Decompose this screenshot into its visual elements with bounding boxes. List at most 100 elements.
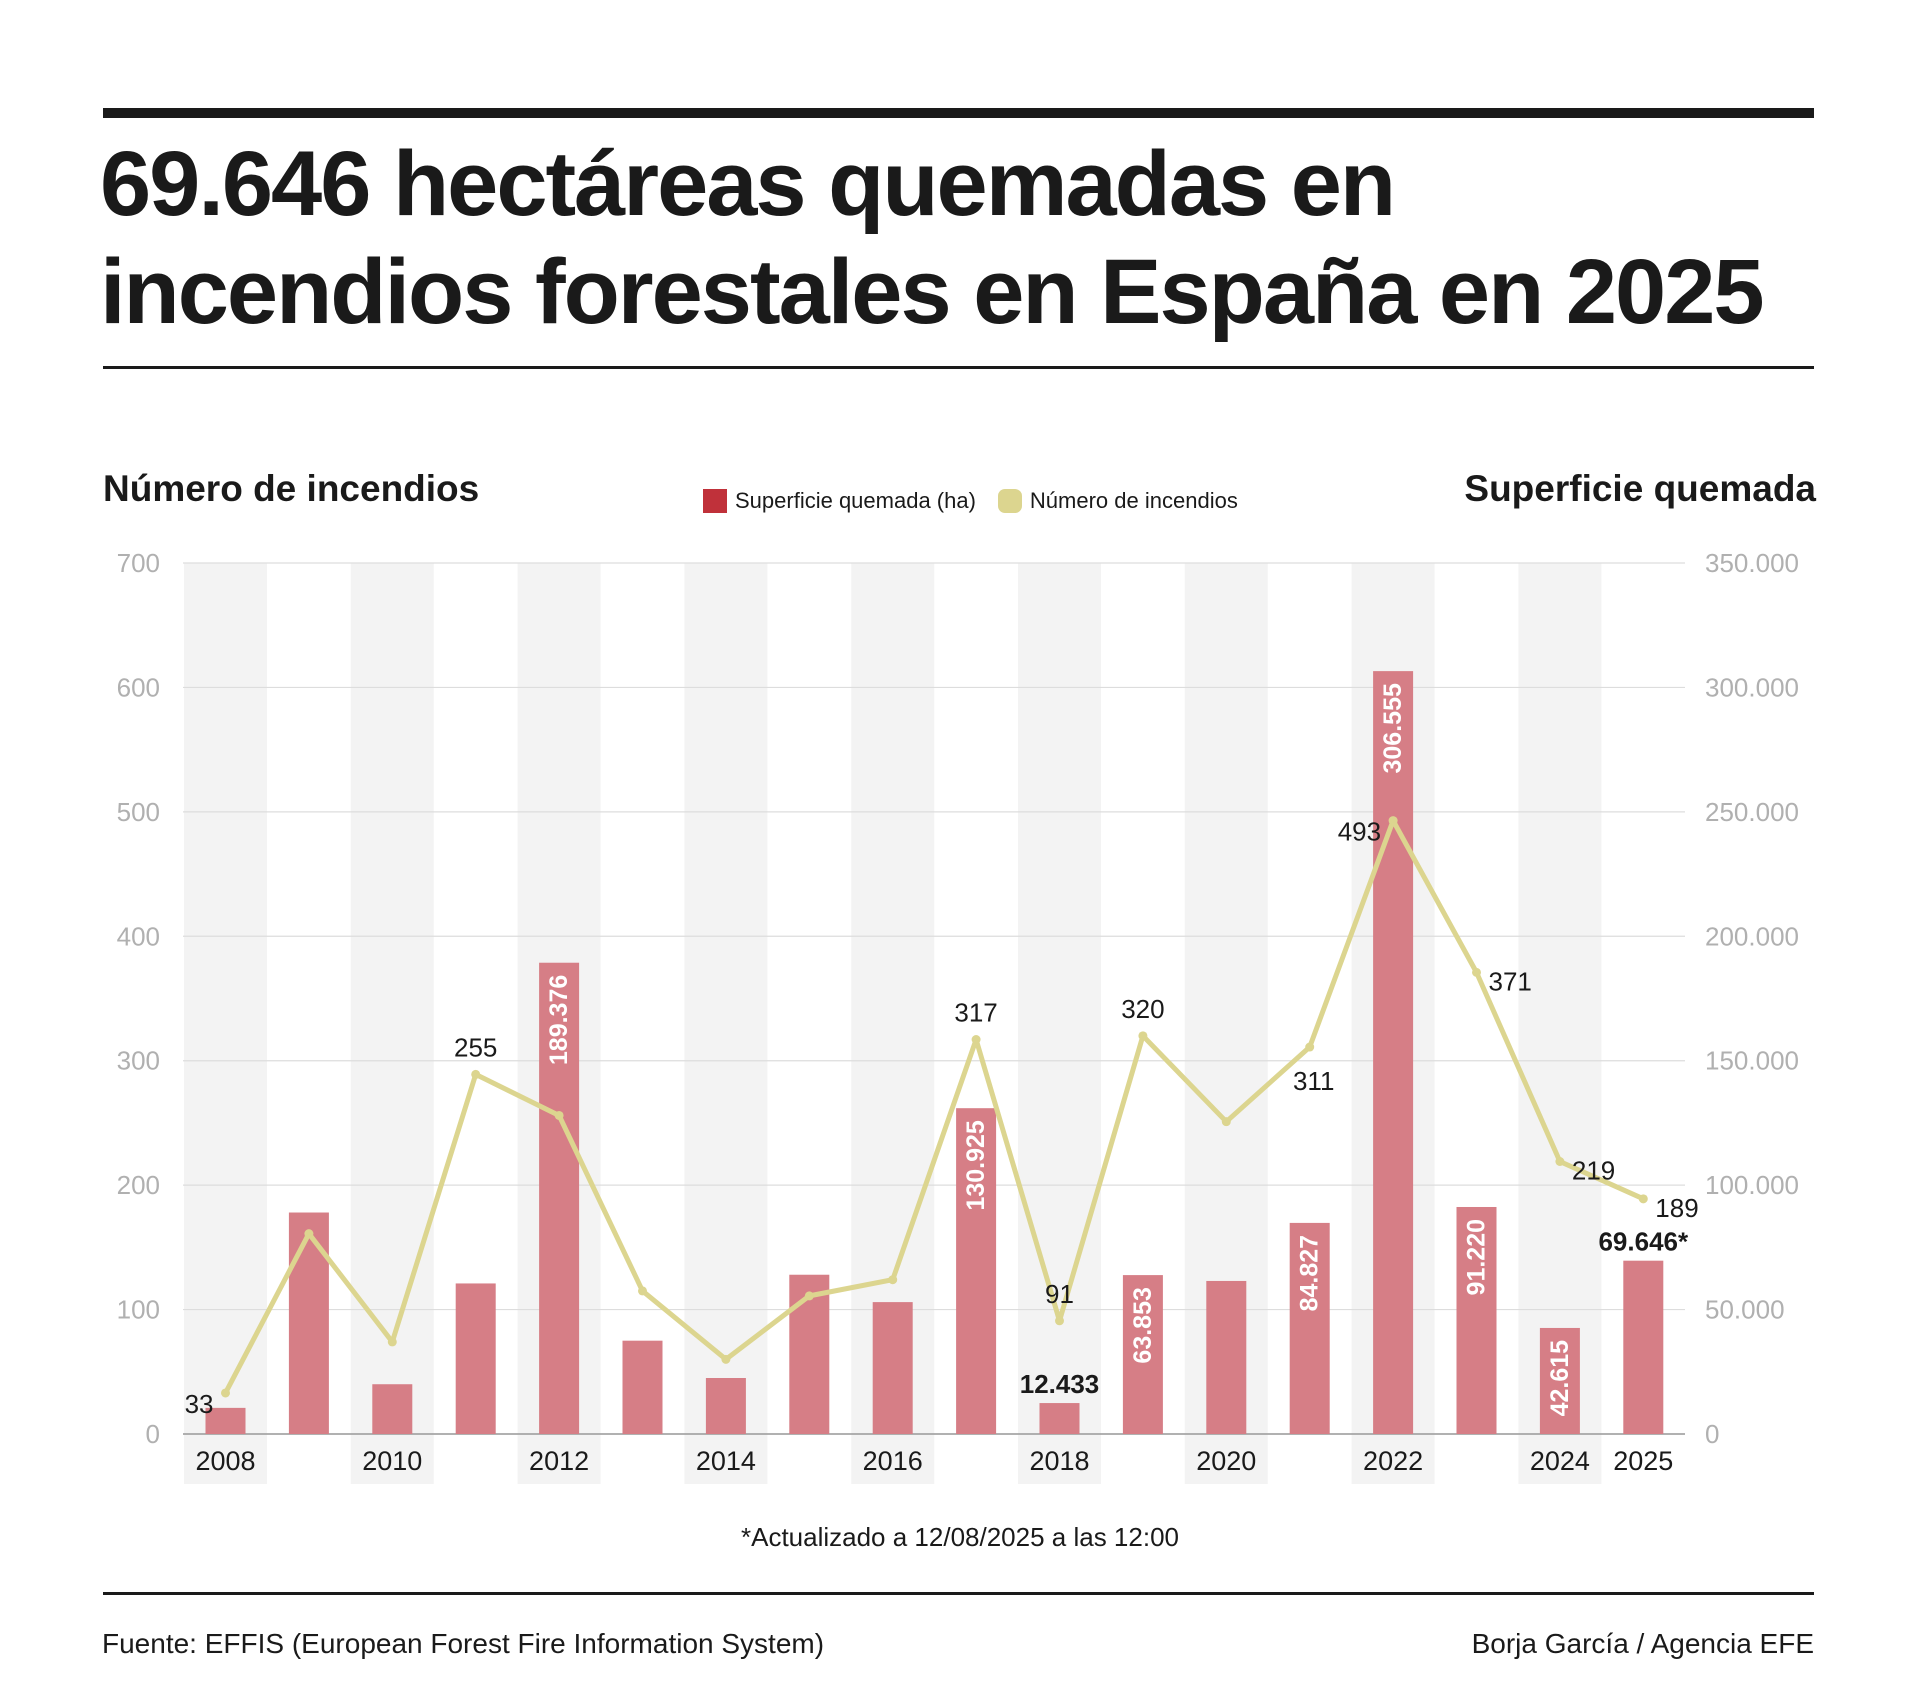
top-rule xyxy=(103,108,1814,118)
right-axis-tick-label: 300.000 xyxy=(1705,672,1799,702)
fires-point xyxy=(888,1275,898,1285)
x-axis-tick-label: 2018 xyxy=(1029,1446,1089,1476)
fires-point xyxy=(971,1035,981,1045)
right-axis-tick-label: 150.000 xyxy=(1705,1046,1799,1076)
bar xyxy=(1289,1222,1330,1434)
bar-value-label: 69.646* xyxy=(1598,1227,1689,1257)
x-axis-tick-label: 2012 xyxy=(529,1446,589,1476)
fires-point xyxy=(1638,1194,1648,1204)
update-note: *Actualizado a 12/08/2025 a las 12:00 xyxy=(740,1522,1179,1552)
left-axis-tick-label: 400 xyxy=(117,921,160,951)
line-value-label: 320 xyxy=(1121,994,1164,1024)
fires-point xyxy=(804,1291,814,1301)
left-axis-tick-label: 300 xyxy=(117,1046,160,1076)
fires-point xyxy=(1221,1117,1231,1127)
right-axis-tick-label: 0 xyxy=(1705,1419,1719,1449)
line-value-label: 219 xyxy=(1572,1156,1615,1186)
bar xyxy=(455,1283,496,1434)
legend-swatch-bar xyxy=(703,489,727,513)
left-axis-tick-label: 100 xyxy=(117,1295,160,1325)
bar xyxy=(1373,671,1414,1434)
bar xyxy=(1122,1275,1163,1434)
bar xyxy=(789,1274,830,1434)
bar-value-label: 63.853 xyxy=(1129,1287,1157,1363)
background-band xyxy=(350,563,434,1484)
x-axis-tick-label: 2016 xyxy=(863,1446,923,1476)
background-band xyxy=(184,563,267,1484)
bar xyxy=(872,1302,913,1434)
line-value-label: 189 xyxy=(1655,1193,1698,1223)
line-value-label: 33 xyxy=(185,1389,214,1419)
bar-value-label: 91.220 xyxy=(1463,1219,1491,1295)
left-axis-tick-label: 600 xyxy=(117,672,160,702)
fires-point xyxy=(304,1229,314,1239)
credit-text: Borja García / Agencia EFE xyxy=(1471,1628,1814,1659)
left-axis-tick-label: 200 xyxy=(117,1170,160,1200)
bar xyxy=(1039,1403,1080,1434)
fires-point xyxy=(1305,1042,1315,1052)
legend-label-line: Número de incendios xyxy=(1029,488,1238,513)
bar xyxy=(1623,1260,1664,1434)
chart: 0 100 200 300 400 500 600 700 0 50.000 100.000 150.… xyxy=(117,548,1799,1484)
bar-value-label: 130.925 xyxy=(962,1120,990,1210)
bar-value-label: 42.615 xyxy=(1546,1340,1574,1417)
bar xyxy=(1456,1206,1497,1434)
bar-value-label: 306.555 xyxy=(1379,683,1407,773)
legend-item-bar: Superficie quemada (ha) xyxy=(703,488,976,514)
bar xyxy=(372,1384,413,1434)
line-value-label: 91 xyxy=(1045,1279,1074,1309)
background-band xyxy=(1018,563,1101,1484)
fires-point xyxy=(554,1110,564,1120)
legend-item-line: Número de incendios xyxy=(997,488,1238,514)
x-axis-tick-label: 2008 xyxy=(195,1446,255,1476)
page-title: 69.646 hectáreas quemadas en incendios f… xyxy=(100,133,1765,343)
bar xyxy=(539,962,580,1434)
left-axis-tick-label: 700 xyxy=(117,548,160,578)
line-value-label: 493 xyxy=(1338,817,1381,847)
source-text: Fuente: EFFIS (European Forest Fire Info… xyxy=(102,1628,825,1659)
bar-value-label: 12.433 xyxy=(1020,1369,1100,1399)
left-axis-tick-label: 0 xyxy=(146,1419,160,1449)
x-axis-tick-label: 2010 xyxy=(362,1446,422,1476)
right-axis-tick-label: 100.000 xyxy=(1705,1170,1799,1200)
footer-rule xyxy=(103,1592,1814,1595)
fires-point xyxy=(1138,1031,1148,1041)
bar xyxy=(288,1212,329,1434)
x-axis-tick-label: 2020 xyxy=(1196,1446,1256,1476)
fires-line xyxy=(223,818,1646,1396)
line-value-label: 255 xyxy=(454,1032,497,1062)
line-value-label: 311 xyxy=(1293,1066,1334,1096)
fires-point xyxy=(471,1069,481,1079)
bar xyxy=(1539,1327,1580,1434)
x-axis-tick-label: 2014 xyxy=(696,1446,756,1476)
fires-point xyxy=(1472,967,1481,977)
fires-point xyxy=(387,1337,397,1347)
legend-swatch-line xyxy=(997,489,1022,513)
x-axis-tick-label: 2022 xyxy=(1363,1446,1423,1476)
bar xyxy=(956,1108,997,1434)
right-axis-tick-label: 350.000 xyxy=(1705,548,1799,578)
legend-label-bar: Superficie quemada (ha) xyxy=(735,488,976,513)
right-axis-tick-label: 250.000 xyxy=(1705,797,1799,827)
line-value-label: 371 xyxy=(1489,966,1532,996)
fires-point xyxy=(1055,1316,1064,1326)
fires-point xyxy=(221,1388,230,1398)
bar xyxy=(205,1407,246,1434)
right-axis-tick-label: 50.000 xyxy=(1705,1295,1785,1325)
legend: Superficie quemada (ha) Número de incend… xyxy=(703,488,1260,514)
right-axis-title: Superficie quemada xyxy=(1464,468,1816,509)
fires-point xyxy=(721,1354,731,1364)
bar-value-label: 84.827 xyxy=(1296,1235,1324,1311)
line-value-label: 317 xyxy=(954,998,997,1028)
fires-point xyxy=(638,1286,647,1296)
left-axis-title: Número de incendios xyxy=(103,468,480,509)
fires-point xyxy=(1388,816,1398,826)
bar-value-label: 189.376 xyxy=(545,975,573,1065)
background-band xyxy=(684,563,768,1484)
x-axis-tick-label: 2024 xyxy=(1530,1446,1590,1476)
fires-point xyxy=(1555,1157,1565,1167)
x-axis-tick-label: 2025 xyxy=(1613,1446,1673,1476)
right-axis-tick-label: 200.000 xyxy=(1705,921,1799,951)
bar xyxy=(1206,1280,1247,1434)
bar xyxy=(705,1378,746,1434)
